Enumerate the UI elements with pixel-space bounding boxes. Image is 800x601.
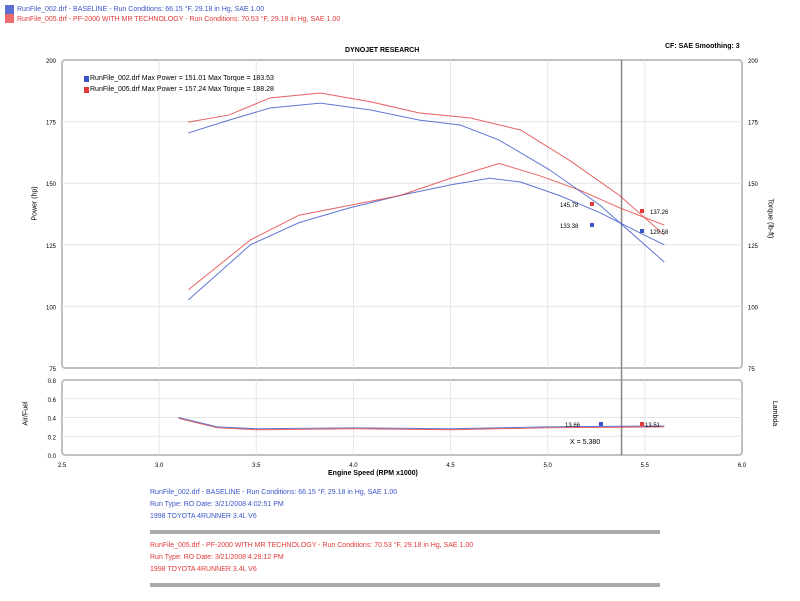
x-tick-label: 4.0 xyxy=(349,463,358,469)
afr-tick-label: 0.8 xyxy=(48,379,57,385)
y-axis-label: Power (hp) xyxy=(31,186,39,221)
y-tick-label: 100 xyxy=(46,305,57,311)
legend-red-marker xyxy=(84,87,89,93)
cursor-marker xyxy=(590,202,594,206)
cursor-value-label: 137.26 xyxy=(650,210,669,216)
baseline-swatch xyxy=(5,5,14,14)
y-tick-label: 150 xyxy=(46,182,57,188)
x-tick-label: 3.5 xyxy=(252,463,261,469)
y2-tick-label: 150 xyxy=(748,182,759,188)
afr-cursor-value-label: 13.51 xyxy=(645,423,661,429)
x-tick-label: 5.0 xyxy=(544,463,553,469)
cursor-value-label: 133.38 xyxy=(560,224,579,230)
footer-red-2: Run Type: RO Date: 3/21/2008 4:28:12 PM xyxy=(150,554,284,561)
footer-divider-2 xyxy=(150,583,660,587)
legend-modified: RunFile_005.drf Max Power = 157.24 Max T… xyxy=(90,86,274,93)
cursor-value-label: 129.58 xyxy=(650,230,669,236)
x-tick-label: 6.0 xyxy=(738,463,747,469)
chart-subtitle: CF: SAE Smoothing: 3 xyxy=(665,43,740,50)
x-tick-label: 3.0 xyxy=(155,463,164,469)
legend-baseline: RunFile_002.drf Max Power = 151.01 Max T… xyxy=(90,75,274,82)
afr-cursor-value-label: 13.66 xyxy=(565,423,581,429)
afr-tick-label: 0.6 xyxy=(48,398,57,404)
x-tick-label: 2.5 xyxy=(58,463,67,469)
red-torque-line xyxy=(188,92,665,236)
blue-torque-line xyxy=(188,102,665,263)
footer-red-3: 1998 TOYOTA 4RUNNER 3.4L V6 xyxy=(150,566,257,573)
y-tick-label: 200 xyxy=(46,59,57,65)
y2-tick-label: 100 xyxy=(748,305,759,311)
y2-tick-label: 200 xyxy=(748,59,759,65)
x-axis-label: Engine Speed (RPM x1000) xyxy=(328,470,418,477)
run2-header: RunFile_005.drf - PF-2000 WITH MR TECHNO… xyxy=(17,16,341,23)
afr-axis-label: Air/Fuel xyxy=(22,401,30,426)
afr-cursor-marker xyxy=(599,422,603,426)
footer-divider xyxy=(150,530,660,534)
cursor-label: X = 5.380 xyxy=(570,439,601,446)
afr-tick-label: 0.4 xyxy=(48,417,57,423)
cursor-marker xyxy=(640,229,644,233)
afr-tick-label: 0.0 xyxy=(48,454,57,460)
y2-tick-label: 125 xyxy=(748,244,759,250)
cursor-marker xyxy=(590,223,594,227)
y2-tick-label: 175 xyxy=(748,121,759,127)
footer-red-1: RunFile_005.drf - PF-2000 WITH MR TECHNO… xyxy=(150,542,474,549)
x-tick-label: 4.5 xyxy=(446,463,455,469)
footer-blue-2: Run Type: RO Date: 3/21/2008 4:02:51 PM xyxy=(150,501,284,508)
run1-header: RunFile_002.drf - BASELINE - Run Conditi… xyxy=(17,6,265,13)
legend-blue-marker xyxy=(84,76,89,82)
footer-blue-1: RunFile_002.drf - BASELINE - Run Conditi… xyxy=(150,489,398,496)
cursor-value-label: 145.78 xyxy=(560,203,579,209)
x-tick-label: 5.5 xyxy=(641,463,650,469)
y-tick-label: 75 xyxy=(49,367,56,373)
footer-blue-3: 1998 TOYOTA 4RUNNER 3.4L V6 xyxy=(150,513,257,520)
red-power-line xyxy=(187,162,665,291)
cursor-marker xyxy=(640,209,644,213)
afr-tick-label: 0.2 xyxy=(48,435,57,441)
chart-title: DYNOJET RESEARCH xyxy=(345,47,420,54)
blue-afr-line xyxy=(178,417,665,430)
y2-axis-label: Torque (lb-ft) xyxy=(766,198,774,239)
afr-cursor-marker xyxy=(640,422,644,426)
y-tick-label: 125 xyxy=(46,244,57,250)
y-tick-label: 175 xyxy=(46,121,57,127)
red-afr-line xyxy=(178,417,665,431)
y2-tick-label: 75 xyxy=(748,367,755,373)
lambda-axis-label: Lambda xyxy=(771,400,779,427)
modified-swatch xyxy=(5,14,14,23)
blue-power-line xyxy=(187,177,665,301)
